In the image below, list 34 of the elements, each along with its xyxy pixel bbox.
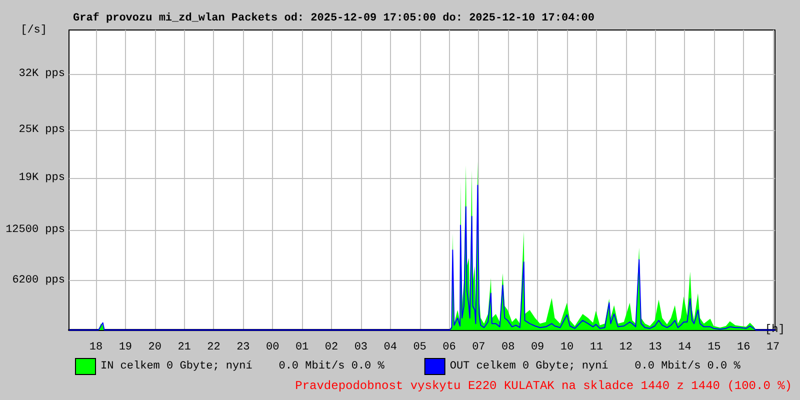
y-tick-label: 6200 pps — [12, 274, 65, 286]
x-tick-label: 10 — [560, 342, 574, 354]
y-tick-label: 25K pps — [18, 124, 65, 136]
x-tick-label: 21 — [178, 342, 192, 354]
y-axis-title: [/s] — [20, 24, 47, 36]
x-tick-label: 12 — [619, 342, 632, 354]
x-tick-label: 08 — [502, 342, 515, 354]
x-tick-label: 17 — [766, 342, 780, 354]
y-tick-label: 12500 pps — [6, 224, 65, 236]
x-tick-label: 18 — [89, 342, 103, 354]
chart-title: Graf provozu mi_zd_wlan Packets od: 2025-12-09 17:05:00 do: 2025-12-10 17:04:00 — [73, 12, 594, 24]
x-tick-label: 05 — [413, 342, 426, 354]
x-tick-label: 14 — [678, 342, 692, 354]
x-tick-label: 04 — [384, 342, 398, 354]
x-tick-label: 23 — [236, 342, 250, 354]
legend-label: OUT celkem 0 Gbyte; nyní 0.0 Mbit/s 0.0 % — [450, 360, 741, 372]
x-tick-label: 09 — [530, 342, 544, 354]
x-tick-label: 07 — [472, 342, 486, 354]
x-tick-label: 13 — [648, 342, 662, 354]
x-tick-label: 02 — [324, 342, 338, 354]
x-tick-label: 06 — [442, 342, 456, 354]
legend-label: IN celkem 0 Gbyte; nyní 0.0 Mbit/s 0.0 % — [100, 360, 385, 372]
x-tick-label: 22 — [207, 342, 220, 354]
x-tick-label: 20 — [148, 342, 162, 354]
text: Pravdepodobnost vyskytu E220 KULATAK na skladce 1440 z 1440 (100.0 %) — [295, 379, 792, 393]
x-tick-label: 03 — [354, 342, 368, 354]
x-tick-label: 01 — [295, 342, 310, 354]
y-tick-label: 32K pps — [18, 68, 65, 80]
x-tick-label: 00 — [266, 342, 280, 354]
x-tick-label: 15 — [708, 342, 721, 354]
x-tick-label: 11 — [590, 342, 604, 354]
y-tick-label: 19K pps — [18, 172, 65, 184]
x-tick-label: 19 — [118, 342, 132, 354]
x-tick-label: 16 — [737, 342, 750, 354]
